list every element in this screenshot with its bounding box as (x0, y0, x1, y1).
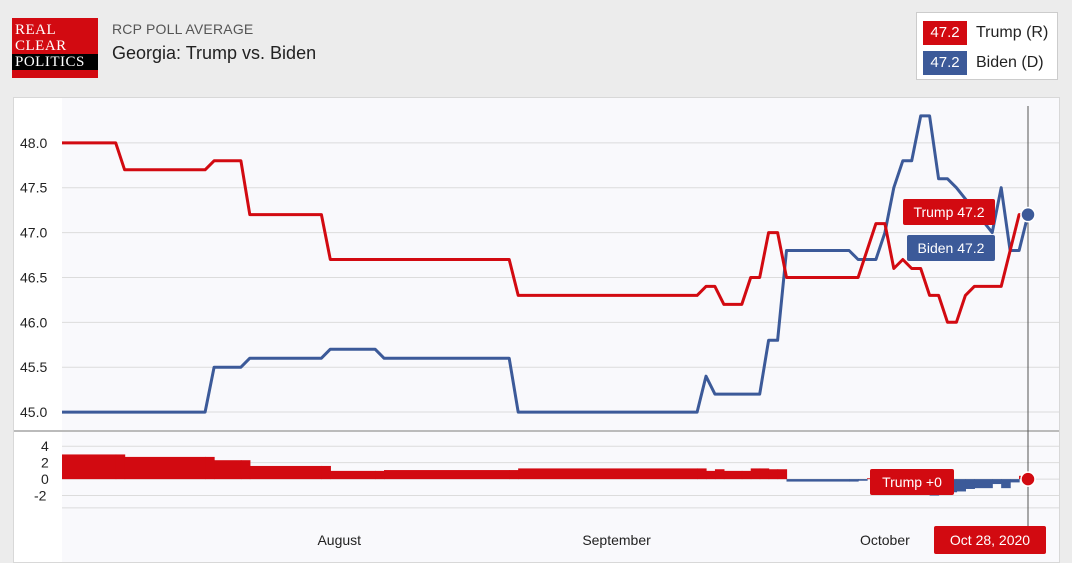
spread-bar (956, 479, 966, 492)
y-tick-label: 46.0 (20, 314, 47, 330)
biden-hover-tag: Biden 47.2 (907, 235, 995, 261)
spread-bar (115, 454, 126, 480)
trump-hover-bg (903, 199, 995, 225)
spread-bar (1001, 479, 1011, 489)
legend-item-trump[interactable]: 47.2 Trump (R) (923, 21, 1048, 45)
spread-bar (849, 479, 859, 482)
chart-svg[interactable]: Trump 47.2 Biden 47.2 Trump +0 Oct 28, 2… (14, 98, 1059, 562)
spread-bar (330, 470, 376, 480)
hover-layer: Trump 47.2 Biden 47.2 Trump +0 Oct 28, 2… (870, 106, 1046, 554)
spread-bar (706, 470, 716, 480)
spread-tick-label: 0 (41, 471, 49, 487)
spread-layer (62, 454, 1029, 496)
spread-bar (214, 460, 242, 480)
spread-hover-label: Trump +0 (882, 474, 942, 490)
spread-bar (750, 468, 761, 480)
spread-bar (965, 479, 975, 489)
spread-bar (509, 470, 519, 480)
spread-tick-label: -2 (34, 488, 47, 504)
date-hover-label: Oct 28, 2020 (950, 532, 1030, 548)
spread-bar (384, 470, 510, 480)
trump-hover-label: Trump 47.2 (913, 204, 984, 220)
spread-plot-bg (62, 432, 1059, 562)
spread-hover-bg (870, 469, 954, 495)
legend: 47.2 Trump (R) 47.2 Biden (D) (916, 12, 1058, 80)
legend-value-biden: 47.2 (923, 51, 967, 75)
spread-bar (124, 456, 206, 480)
y-tick-label: 45.0 (20, 404, 47, 420)
y-tick-label: 47.0 (20, 225, 47, 241)
spread-bar (697, 468, 707, 480)
spread-bar (518, 468, 698, 480)
series-line-biden[interactable] (62, 114, 1030, 414)
legend-value-trump: 47.2 (923, 21, 967, 45)
y-tick-label: 45.5 (20, 359, 47, 375)
trump-hover-tag: Trump 47.2 (903, 199, 995, 225)
spread-tick-label: 4 (41, 438, 49, 454)
rcp-logo[interactable]: REAL CLEAR POLITICS (12, 18, 98, 78)
spread-bar (205, 456, 215, 480)
spread-hover-tag: Trump +0 (870, 469, 954, 495)
spread-bar (375, 470, 385, 480)
spread-bar (974, 479, 993, 489)
legend-item-biden[interactable]: 47.2 Biden (D) (923, 51, 1044, 75)
spread-bar (858, 479, 868, 481)
legend-name-biden: Biden (D) (976, 54, 1044, 71)
spread-bar (741, 470, 752, 480)
chart-kicker: RCP POLL AVERAGE (112, 21, 254, 37)
header: REAL CLEAR POLITICS RCP POLL AVERAGE Geo… (0, 0, 1072, 96)
axis-labels: 48.0 47.5 47.0 46.5 46.0 45.5 45.0 420-2 August S… (20, 135, 910, 548)
biden-hover-marker (1020, 206, 1036, 223)
chart-area[interactable]: Trump 47.2 Biden 47.2 Trump +0 Oct 28, 2… (13, 97, 1060, 563)
spread-bar (714, 469, 725, 480)
line-layer (62, 114, 1030, 414)
spread-bar (240, 460, 251, 480)
biden-hover-bg (907, 235, 995, 261)
y-tick-label: 48.0 (20, 135, 47, 151)
spread-bar (249, 465, 322, 480)
date-hover-tag: Oct 28, 2020 (934, 526, 1046, 554)
logo-line-3: POLITICS (12, 54, 98, 70)
y-tick-label: 46.5 (20, 269, 47, 285)
spread-bar (62, 454, 117, 480)
spread-bar (786, 479, 850, 482)
spread-bar (992, 479, 1002, 485)
logo-line-2: CLEAR (15, 38, 67, 54)
biden-hover-label: Biden 47.2 (918, 240, 985, 256)
spread-bar (768, 469, 779, 480)
spread-tick-label: 2 (41, 455, 49, 471)
spread-bar (723, 470, 743, 480)
y-tick-label: 47.5 (20, 180, 47, 196)
logo-line-1: REAL (15, 22, 57, 38)
x-month-label: September (582, 532, 651, 548)
spread-bar (1010, 479, 1020, 483)
x-month-label: August (317, 532, 361, 548)
x-month-label: October (860, 532, 910, 548)
date-hover-bg (934, 526, 1046, 554)
spread-hover-marker (1020, 471, 1036, 487)
series-line-trump[interactable] (62, 141, 1028, 324)
spread-bar (777, 469, 788, 480)
legend-name-trump: Trump (R) (976, 24, 1049, 41)
chart-title: Georgia: Trump vs. Biden (112, 43, 317, 63)
spread-bar (321, 465, 331, 480)
spread-bar (759, 468, 770, 480)
